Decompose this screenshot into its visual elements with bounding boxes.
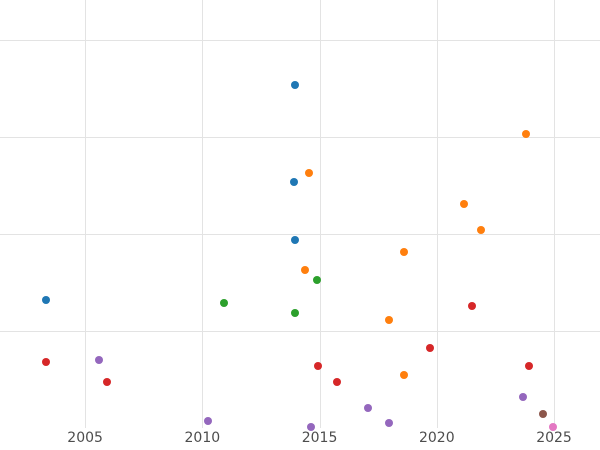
scatter-point-series-orange (521, 129, 530, 138)
x-tick-label: 2025 (536, 430, 572, 446)
scatter-point-series-blue (290, 178, 299, 187)
y-gridline (0, 136, 600, 138)
scatter-point-series-red (467, 301, 476, 310)
scatter-point-series-orange (301, 265, 310, 274)
y-gridline (0, 233, 600, 235)
scatter-point-series-red (524, 361, 533, 370)
scatter-point-series-orange (384, 316, 393, 325)
x-gridline (436, 0, 438, 428)
scatter-point-series-blue (41, 295, 50, 304)
scatter-point-series-purple (518, 392, 527, 401)
scatter-point-series-brown (539, 410, 548, 419)
scatter-point-series-purple (203, 417, 212, 426)
scatter-point-series-blue (290, 235, 299, 244)
scatter-point-series-orange (476, 226, 485, 234)
x-gridline (85, 0, 87, 428)
scatter-point-series-green (290, 309, 299, 318)
y-gridline (0, 330, 600, 332)
plot-panel (0, 0, 600, 432)
scatter-point-series-red (41, 358, 50, 366)
x-tick-label: 2020 (418, 430, 455, 446)
scatter-point-series-green (312, 276, 321, 285)
x-tick-label: 2005 (67, 430, 103, 446)
x-gridline (554, 0, 556, 428)
scatter-point-series-purple (94, 356, 103, 365)
scatter-point-series-blue (290, 81, 299, 90)
scatter-point-series-purple (384, 419, 393, 428)
scatter-point-series-orange (460, 199, 468, 208)
scatter-point-series-orange (399, 248, 408, 257)
x-gridline (319, 0, 321, 428)
x-tick-label: 2010 (184, 430, 221, 446)
scatter-point-series-red (332, 378, 341, 387)
scatter-point-series-red (102, 378, 111, 387)
scatter-point-series-green (219, 298, 228, 307)
scatter-point-series-purple (306, 423, 315, 432)
x-gridline (202, 0, 204, 428)
scatter-point-series-orange (399, 370, 408, 379)
scatter-point-series-pink (548, 423, 557, 432)
scatter-point-series-red (426, 344, 434, 353)
y-gridline (0, 39, 600, 41)
x-tick-label: 2015 (301, 430, 338, 446)
scatter-point-series-red (313, 361, 322, 370)
scatter-point-series-orange (305, 168, 314, 177)
scatter-point-series-purple (363, 403, 372, 412)
